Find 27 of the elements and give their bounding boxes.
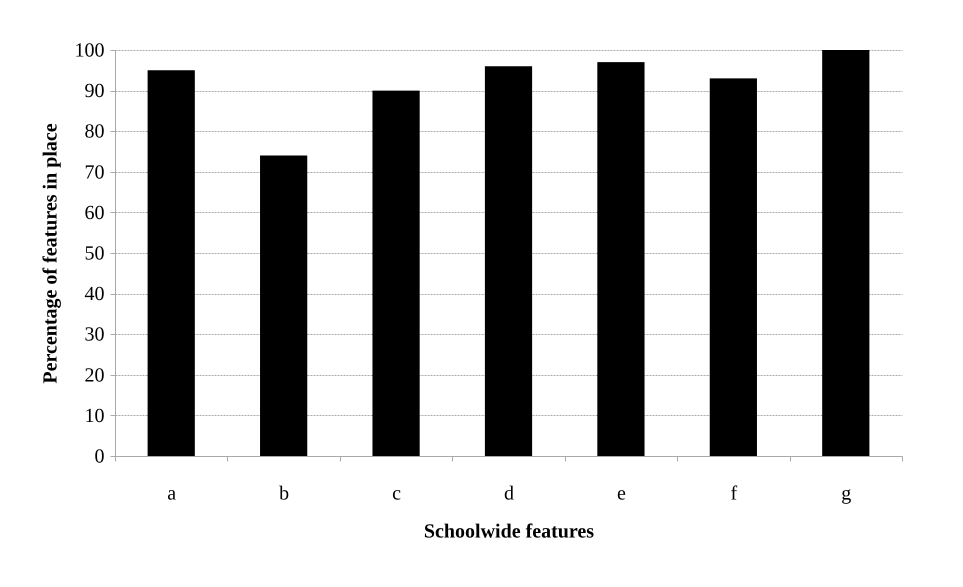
bar bbox=[484, 66, 532, 456]
x-tick-label: f bbox=[730, 482, 738, 504]
bar bbox=[260, 156, 308, 456]
y-tick-label: 70 bbox=[84, 161, 104, 184]
x-tick-label: b bbox=[279, 482, 290, 504]
bar bbox=[710, 78, 757, 456]
y-tick-label: 90 bbox=[84, 80, 104, 102]
x-tick-label: e bbox=[616, 482, 626, 504]
y-tick-label: 50 bbox=[84, 242, 104, 264]
y-tick-label: 40 bbox=[84, 283, 104, 306]
y-tick-label: 60 bbox=[84, 202, 104, 224]
y-tick-label: 30 bbox=[84, 324, 104, 346]
x-tick-label: g bbox=[841, 482, 852, 504]
y-tick-label: 100 bbox=[74, 40, 104, 62]
y-axis-title: Percentage of features in place bbox=[40, 123, 62, 384]
bar bbox=[597, 62, 645, 456]
bar bbox=[822, 50, 870, 456]
x-axis-title: Schoolwide features bbox=[424, 520, 594, 542]
bar bbox=[148, 70, 195, 456]
y-tick-label: 80 bbox=[84, 120, 104, 143]
x-tick-label: d bbox=[504, 482, 514, 504]
bar bbox=[372, 90, 420, 456]
x-tick-label: c bbox=[392, 482, 402, 504]
y-tick-label: 0 bbox=[94, 446, 104, 468]
y-tick-label: 10 bbox=[84, 404, 104, 427]
x-tick-label: a bbox=[167, 482, 176, 504]
y-tick-label: 20 bbox=[84, 364, 104, 386]
